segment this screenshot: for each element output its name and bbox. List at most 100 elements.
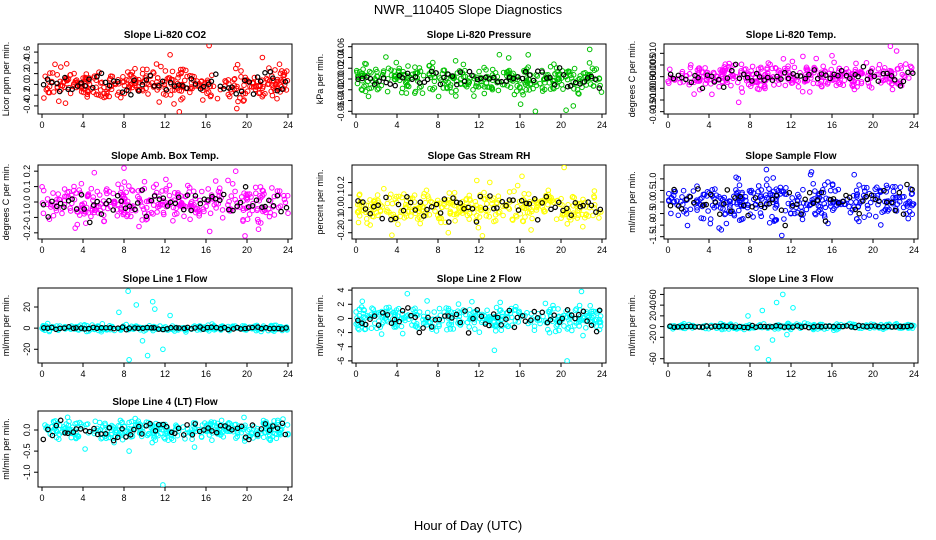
data-point [362, 88, 369, 95]
data-point [368, 85, 375, 91]
data-point [225, 177, 231, 184]
data-point [736, 207, 742, 214]
data-point [359, 87, 365, 93]
data-point-black [399, 307, 406, 314]
data-point-black [139, 81, 146, 88]
data-point [721, 68, 727, 74]
data-point [833, 82, 840, 89]
data-point [422, 199, 429, 206]
data-point-black [547, 316, 554, 323]
data-point [496, 51, 503, 58]
data-point [696, 67, 703, 73]
data-point [415, 208, 422, 214]
data-point [217, 86, 224, 93]
data-point [124, 77, 130, 83]
data-point [403, 201, 409, 208]
x-tick-label: 16 [827, 245, 837, 255]
data-point [455, 301, 462, 307]
x-tick-label: 4 [394, 369, 399, 379]
data-point-black [531, 308, 538, 315]
data-point-black [871, 73, 878, 80]
data-point-black [526, 72, 533, 78]
data-point [684, 222, 691, 229]
data-point [61, 186, 68, 192]
data-point-black [176, 325, 182, 331]
data-point [206, 228, 213, 235]
data-point [175, 428, 182, 434]
y-tick-label: -1.0 [648, 217, 658, 233]
data-point-black [749, 78, 755, 84]
data-point [259, 93, 266, 100]
panel-title: Slope Gas Stream RH [428, 151, 531, 162]
data-point [779, 232, 785, 239]
data-point [492, 70, 499, 76]
data-point [909, 202, 916, 209]
data-point [160, 209, 167, 216]
data-point-black [515, 207, 522, 213]
data-point [187, 202, 193, 209]
data-point [543, 72, 549, 78]
data-point [390, 309, 397, 316]
data-point-black [367, 316, 373, 323]
data-point [469, 298, 475, 305]
data-point-black [437, 81, 444, 88]
data-point-black [375, 322, 382, 328]
data-point [580, 223, 586, 230]
data-point [696, 65, 703, 71]
data-point [461, 207, 467, 214]
data-point [763, 166, 770, 173]
data-point [174, 210, 180, 217]
data-point-black [868, 192, 875, 199]
data-point [256, 83, 262, 90]
data-point-black [876, 198, 882, 205]
data-point [697, 201, 704, 208]
y-tick-label: 60 [648, 289, 658, 299]
x-tick-label: 12 [474, 369, 484, 379]
data-point-black [856, 210, 863, 217]
data-point [803, 206, 810, 213]
data-point-black [506, 307, 513, 314]
data-point [220, 428, 226, 435]
data-point [841, 201, 848, 208]
data-point-black [494, 314, 501, 321]
data-point [141, 178, 148, 185]
data-point [484, 84, 491, 90]
data-point [196, 210, 203, 217]
y-tick-label: 0.2 [22, 67, 32, 80]
data-point [513, 303, 519, 310]
data-point [252, 184, 259, 191]
data-point [186, 429, 192, 435]
data-point [50, 89, 57, 95]
data-point [191, 444, 198, 450]
data-point [204, 421, 211, 428]
data-point-black [399, 75, 406, 81]
data-point [207, 93, 214, 100]
data-point [139, 203, 145, 210]
data-point-black [551, 82, 558, 88]
data-point [391, 324, 398, 330]
x-tick-label: 8 [121, 245, 126, 255]
data-point [487, 179, 493, 186]
data-point [173, 422, 179, 429]
data-point [716, 83, 722, 90]
data-point [448, 309, 455, 315]
data-point-black [564, 306, 571, 313]
data-point [444, 85, 450, 92]
data-point [383, 54, 389, 60]
data-point [416, 65, 423, 71]
data-point [251, 74, 258, 81]
data-point [558, 81, 565, 88]
y-tick-label: -60 [648, 352, 658, 365]
data-point-black [846, 75, 853, 82]
data-point [671, 189, 677, 195]
data-point [98, 435, 104, 442]
data-point-black [753, 70, 760, 77]
data-point-black [433, 70, 439, 76]
data-point [597, 319, 604, 325]
data-point [110, 190, 116, 197]
x-tick-label: 0 [39, 245, 44, 255]
data-point [417, 68, 424, 74]
data-point-black [139, 187, 146, 193]
data-point [545, 308, 552, 315]
x-tick-label: 16 [201, 245, 211, 255]
